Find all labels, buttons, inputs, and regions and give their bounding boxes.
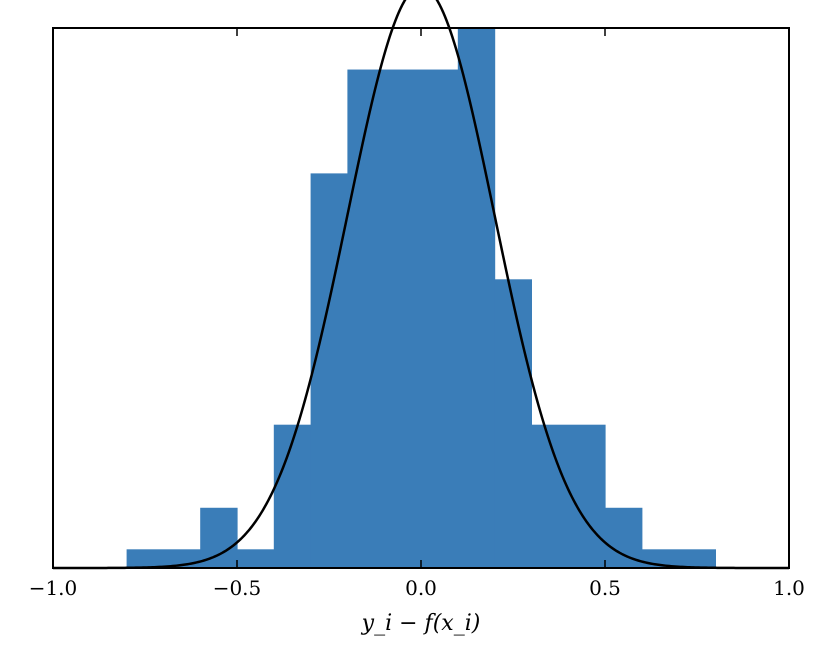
histogram-bar-6: [457, 28, 496, 568]
histogram-bar-9: [605, 507, 643, 568]
histogram-bar-7: [494, 279, 532, 568]
normal-density-curve: [53, 0, 789, 570]
histogram-bar-1: [200, 507, 238, 568]
histogram-bar-3: [273, 424, 312, 568]
x-axis-ticks: −1.0 −0.5 0.0 0.5 1.0: [29, 28, 805, 600]
histogram-bar-0: [126, 549, 201, 568]
histogram-bars: [126, 28, 716, 569]
density-curve-layer: [53, 0, 789, 570]
x-tick-label-1: −0.5: [213, 576, 262, 600]
x-axis-label: y_i − f(x_i): [361, 611, 481, 636]
histogram-bar-4: [310, 173, 348, 568]
histogram-bar-10: [641, 549, 716, 568]
x-tick-label-0: −1.0: [29, 576, 78, 600]
histogram-bar-5: [347, 69, 459, 569]
x-tick-label-2: 0.0: [405, 576, 437, 600]
x-tick-label-4: 1.0: [773, 576, 805, 600]
x-tick-label-3: 0.5: [589, 576, 621, 600]
histogram-bar-2: [237, 549, 275, 568]
histogram-bar-8: [531, 424, 606, 568]
